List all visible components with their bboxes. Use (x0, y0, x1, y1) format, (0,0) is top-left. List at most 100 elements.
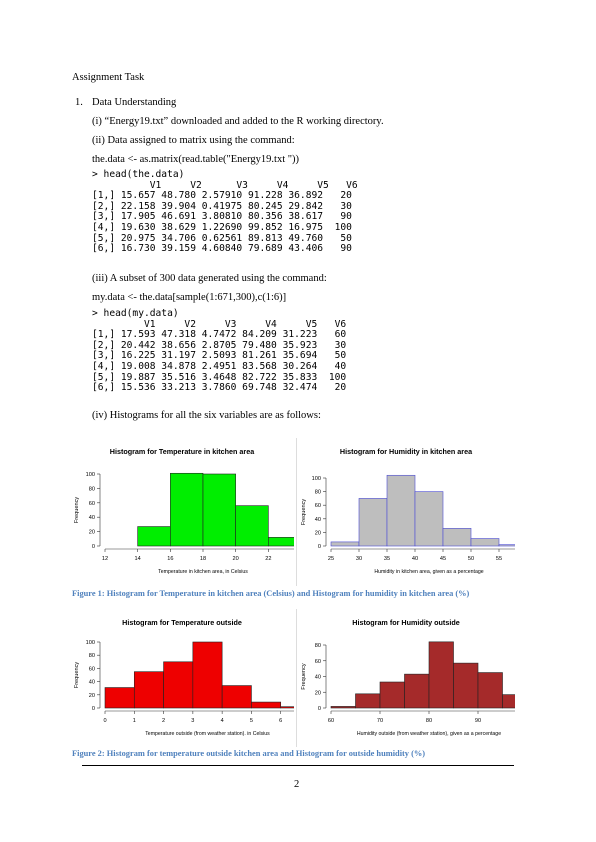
y-tick-label: 0 (92, 544, 95, 550)
x-tick-label: 0 (103, 718, 106, 724)
console-prompt: > head(the.data) (92, 169, 185, 180)
histogram-bar (137, 526, 171, 547)
histogram-kitchen-humidity: Histogram for Humidity in kitchen area 0 2… (301, 447, 515, 575)
histogram-bar (330, 541, 360, 547)
y-axis-label: Frequency (74, 497, 80, 524)
histogram-bar (428, 641, 454, 709)
y-tick-label: 80 (315, 643, 321, 649)
histogram-bar (235, 505, 269, 547)
x-tick-label: 45 (440, 556, 446, 562)
console-line: [5,] 20.975 34.706 0.62561 89.813 49.760… (92, 232, 352, 244)
histogram-bar (192, 641, 223, 709)
x-tick-label: 40 (412, 556, 418, 562)
histogram-bar (442, 528, 472, 547)
console-line: [5,] 19.887 35.516 3.4648 82.722 35.833 … (92, 371, 347, 383)
chart-title: Histogram for Temperature in kitchen are… (110, 447, 255, 456)
console-output-1: > head(the.data) V1 V2 V3 V4 V5 V6 [1,] … (92, 169, 362, 255)
histogram-bar (330, 706, 356, 709)
histogram-bar (470, 538, 500, 547)
y-axis-label: Frequency (74, 662, 80, 689)
x-tick-label: 5 (250, 718, 253, 724)
step-iii-text: (iii) A subset of 300 data generated usi… (92, 273, 327, 284)
x-tick-label: 30 (356, 556, 362, 562)
figure-1-caption: Figure 1: Histogram for Temperature in k… (72, 589, 470, 598)
y-tick-label: 100 (86, 472, 95, 478)
histogram-bar (414, 491, 444, 547)
step-i-text: (i) “Energy19.txt” downloaded and added … (92, 116, 384, 127)
x-tick-label: 1 (133, 718, 136, 724)
y-tick-label: 0 (318, 544, 321, 550)
y-tick-label: 60 (315, 659, 321, 665)
document-heading: Assignment Task (72, 72, 145, 83)
y-tick-label: 100 (312, 476, 321, 482)
list-item-title: Data Understanding (92, 97, 177, 108)
x-tick-label: 18 (200, 556, 206, 562)
page-number: 2 (294, 779, 300, 790)
y-tick-label: 40 (89, 680, 95, 686)
histogram-bar (133, 671, 164, 709)
histogram-bar (358, 498, 388, 547)
console-line: [1,] 15.657 48.780 2.57910 91.228 36.892… (92, 190, 352, 202)
footer-rule (82, 765, 514, 766)
x-tick-label: 90 (475, 718, 481, 724)
histogram-panel-kitchen-temperature: Histogram for Temperature in kitchen are… (70, 438, 294, 586)
histogram-bar (221, 685, 252, 709)
console-line: V1 V2 V3 V4 V5 V6 (92, 179, 358, 191)
y-tick-label: 20 (315, 530, 321, 536)
console-line: [6,] 15.536 33.213 3.7860 69.748 32.474 … (92, 382, 347, 394)
histogram-bar (502, 694, 515, 709)
y-tick-label: 40 (89, 515, 95, 521)
y-tick-label: 40 (315, 675, 321, 681)
histogram-bar (453, 662, 479, 709)
console-line: V1 V2 V3 V4 V5 V6 (92, 318, 347, 330)
x-tick-label: 2 (162, 718, 165, 724)
y-tick-label: 20 (89, 530, 95, 536)
histogram-kitchen-temperature: Histogram for Temperature in kitchen are… (74, 447, 294, 575)
y-tick-label: 40 (315, 517, 321, 523)
y-tick-label: 60 (315, 503, 321, 509)
histogram-bar (104, 687, 135, 709)
histogram-bar (379, 681, 405, 709)
figure-2-caption: Figure 2: Histogram for temperature outs… (72, 749, 426, 758)
histogram-bar (202, 473, 236, 547)
x-tick-label: 6 (279, 718, 282, 724)
list-item-number: 1. (75, 97, 83, 108)
histogram-panel-outside-humidity: Histogram for Humidity outside 0 20 40 60 80 6… (296, 609, 515, 747)
console-line: [3,] 17.905 46.691 3.80810 80.356 38.617… (92, 211, 352, 223)
histogram-bar (280, 706, 294, 709)
y-tick-label: 60 (89, 666, 95, 672)
x-axis-label: Temperature outside (from weather statio… (145, 731, 270, 737)
command-1-text: the.data <- as.matrix(read.table("Energy… (92, 154, 300, 165)
console-line: [6,] 16.730 39.159 4.60840 79.689 43.406… (92, 243, 352, 255)
y-tick-label: 20 (315, 690, 321, 696)
histogram-outside-humidity: Histogram for Humidity outside 0 20 40 60 80 6… (301, 618, 515, 737)
histogram-bar (477, 672, 503, 709)
x-tick-label: 16 (167, 556, 173, 562)
x-tick-label: 12 (102, 556, 108, 562)
x-axis-label: Temperature in kitchen area, in Celsius (158, 569, 248, 575)
x-axis-label: Humidity in kitchen area, given as a per… (374, 569, 483, 575)
console-line: [2,] 20.442 38.656 2.8705 79.480 35.923 … (92, 339, 347, 351)
y-tick-label: 20 (89, 693, 95, 699)
x-tick-label: 35 (384, 556, 390, 562)
histogram-bar (386, 474, 416, 547)
x-tick-label: 25 (328, 556, 334, 562)
x-tick-label: 22 (265, 556, 271, 562)
y-axis-label: Frequency (301, 663, 307, 690)
x-tick-label: 14 (135, 556, 141, 562)
x-tick-label: 4 (221, 718, 224, 724)
console-line: [1,] 17.593 47.318 4.7472 84.209 31.223 … (92, 329, 347, 341)
console-output-2: > head(my.data) V1 V2 V3 V4 V5 V6 [1,] 1… (92, 308, 362, 394)
console-line: [4,] 19.630 38.629 1.22690 99.852 16.975… (92, 221, 352, 233)
y-tick-label: 100 (86, 640, 95, 646)
y-tick-label: 80 (315, 490, 321, 496)
chart-title: Histogram for Humidity in kitchen area (340, 447, 473, 456)
x-tick-label: 20 (233, 556, 239, 562)
y-tick-label: 60 (89, 501, 95, 507)
x-tick-label: 3 (191, 718, 194, 724)
x-tick-label: 55 (496, 556, 502, 562)
console-line: [3,] 16.225 31.197 2.5093 81.261 35.694 … (92, 350, 347, 362)
y-tick-label: 80 (89, 653, 95, 659)
chart-title: Histogram for Humidity outside (352, 618, 459, 627)
y-tick-label: 0 (92, 706, 95, 712)
